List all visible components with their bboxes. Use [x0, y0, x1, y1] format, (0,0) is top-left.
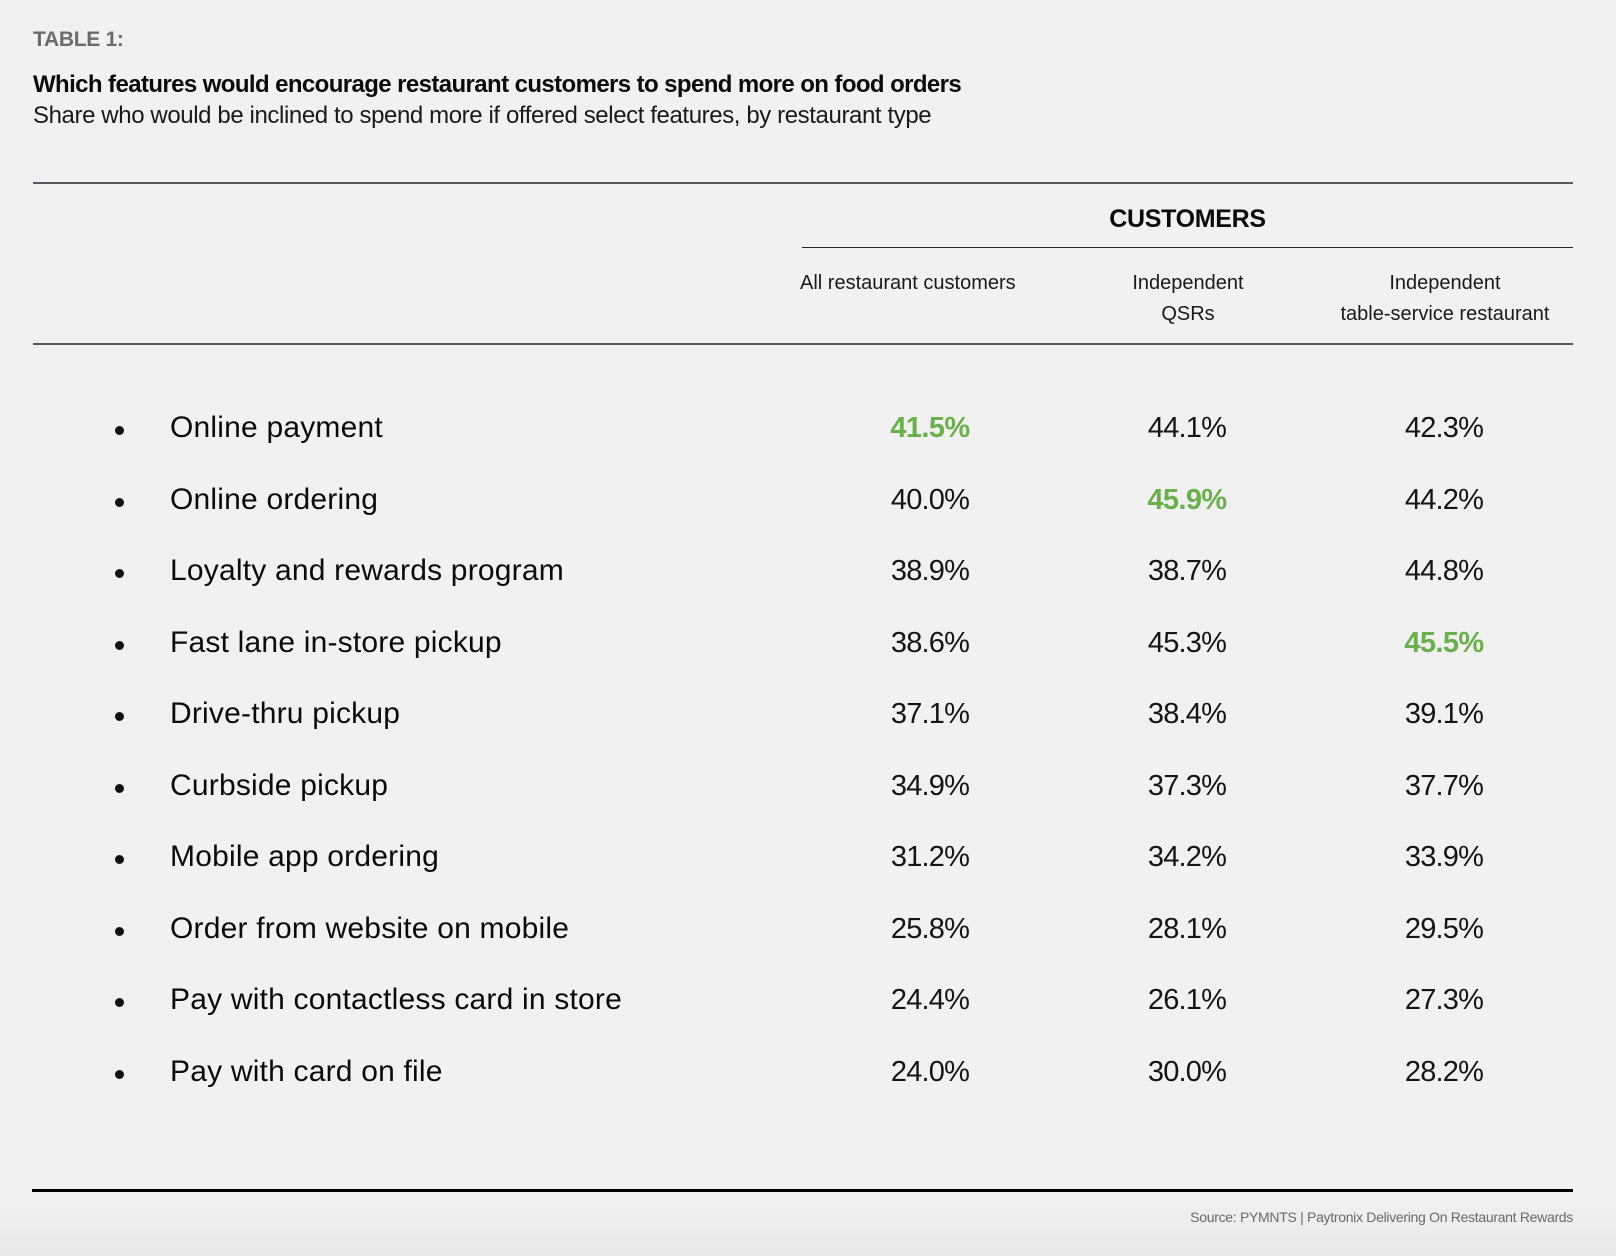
bullet-icon	[115, 640, 124, 650]
value-cell: 34.2%	[1147, 841, 1227, 873]
value-cell: 38.4%	[1147, 698, 1227, 730]
value-cell: 33.9%	[1404, 841, 1484, 873]
table-row: Mobile app ordering 31.2% 34.2% 33.9%	[0, 840, 1616, 918]
value-cell: 45.3%	[1147, 626, 1227, 659]
bullet-icon	[115, 855, 124, 864]
source-note: Source: PYMNTS | Paytronix Delivering On…	[1190, 1209, 1573, 1225]
value-cell: 24.4%	[890, 984, 970, 1016]
value-cell-highlighted: 41.5%	[890, 412, 970, 444]
feature-label: Pay with card on file	[170, 1054, 443, 1088]
value-cell: 30.0%	[1147, 1055, 1227, 1088]
table-row: Pay with contactless card in store 24.4% 2…	[0, 983, 1616, 1061]
value-cell-highlighted: 45.9%	[1147, 483, 1227, 516]
page-shadow	[0, 1196, 1616, 1256]
feature-label: Online payment	[170, 411, 383, 444]
feature-label: Online ordering	[170, 482, 379, 516]
table-body: Online payment 41.5% 44.1% 42.3% Online orde…	[0, 411, 1616, 1133]
table-row: Online payment 41.5% 44.1% 42.3%	[0, 411, 1616, 489]
value-cell: 40.0%	[890, 483, 970, 516]
value-cell: 31.2%	[890, 841, 970, 873]
feature-label: Fast lane in-store pickup	[170, 625, 502, 659]
table-row: Curbside pickup 34.9% 37.3% 37.7%	[0, 769, 1616, 847]
group-header: CUSTOMERS	[1109, 205, 1266, 233]
value-cell: 28.1%	[1147, 912, 1227, 945]
value-cell-highlighted: 45.5%	[1404, 626, 1484, 659]
value-cell: 28.2%	[1404, 1055, 1484, 1088]
value-cell: 37.7%	[1404, 769, 1484, 802]
bullet-icon	[115, 1069, 124, 1079]
bullet-icon	[115, 497, 124, 507]
feature-label: Mobile app ordering	[170, 840, 439, 873]
group-header-divider	[802, 247, 1573, 248]
bullet-icon	[115, 712, 124, 721]
table-title: Which features would encourage restauran…	[33, 71, 962, 98]
bullet-icon	[115, 426, 124, 435]
table-row: Online ordering 40.0% 45.9% 44.2%	[0, 483, 1616, 561]
column-header-independent-tsr: Independent table-service restaurant	[1340, 272, 1550, 325]
value-cell: 34.9%	[890, 769, 970, 802]
value-cell: 24.0%	[890, 1055, 970, 1088]
value-cell: 42.3%	[1404, 412, 1484, 444]
bottom-divider	[32, 1189, 1573, 1192]
value-cell: 38.7%	[1147, 555, 1227, 587]
feature-label: Order from website on mobile	[170, 911, 570, 945]
value-cell: 39.1%	[1404, 698, 1484, 730]
header-divider	[33, 343, 1573, 345]
table-row: Pay with card on file 24.0% 30.0% 28.2%	[0, 1055, 1616, 1133]
table-row: Fast lane in-store pickup 38.6% 45.3% 45.5%	[0, 626, 1616, 704]
value-cell: 44.2%	[1404, 483, 1484, 516]
bullet-icon	[115, 783, 124, 793]
value-cell: 26.1%	[1147, 984, 1227, 1016]
value-cell: 37.1%	[890, 698, 970, 730]
feature-label: Loyalty and rewards program	[170, 554, 564, 587]
table-row: Loyalty and rewards program 38.9% 38.7% 44.…	[0, 554, 1616, 632]
bullet-icon	[115, 998, 124, 1007]
table-row: Drive-thru pickup 37.1% 38.4% 39.1%	[0, 697, 1616, 775]
table-label: TABLE 1:	[33, 28, 124, 51]
value-cell: 38.9%	[890, 555, 970, 587]
feature-label: Pay with contactless card in store	[170, 983, 622, 1016]
bullet-icon	[115, 569, 124, 578]
value-cell: 27.3%	[1404, 984, 1484, 1016]
bullet-icon	[115, 926, 124, 936]
value-cell: 44.1%	[1147, 412, 1227, 444]
column-header-all-customers: All restaurant customers	[800, 272, 1016, 294]
value-cell: 44.8%	[1404, 555, 1484, 587]
table-subtitle: Share who would be inclined to spend mor…	[33, 102, 932, 129]
value-cell: 37.3%	[1147, 769, 1227, 802]
value-cell: 38.6%	[890, 626, 970, 659]
table-row: Order from website on mobile 25.8% 28.1% 29…	[0, 912, 1616, 990]
column-header-independent-qsrs: Independent QSRs	[1132, 272, 1244, 325]
value-cell: 29.5%	[1404, 912, 1484, 945]
feature-label: Curbside pickup	[170, 768, 389, 802]
value-cell: 25.8%	[890, 912, 970, 945]
feature-label: Drive-thru pickup	[170, 697, 401, 730]
top-divider	[33, 182, 1573, 184]
